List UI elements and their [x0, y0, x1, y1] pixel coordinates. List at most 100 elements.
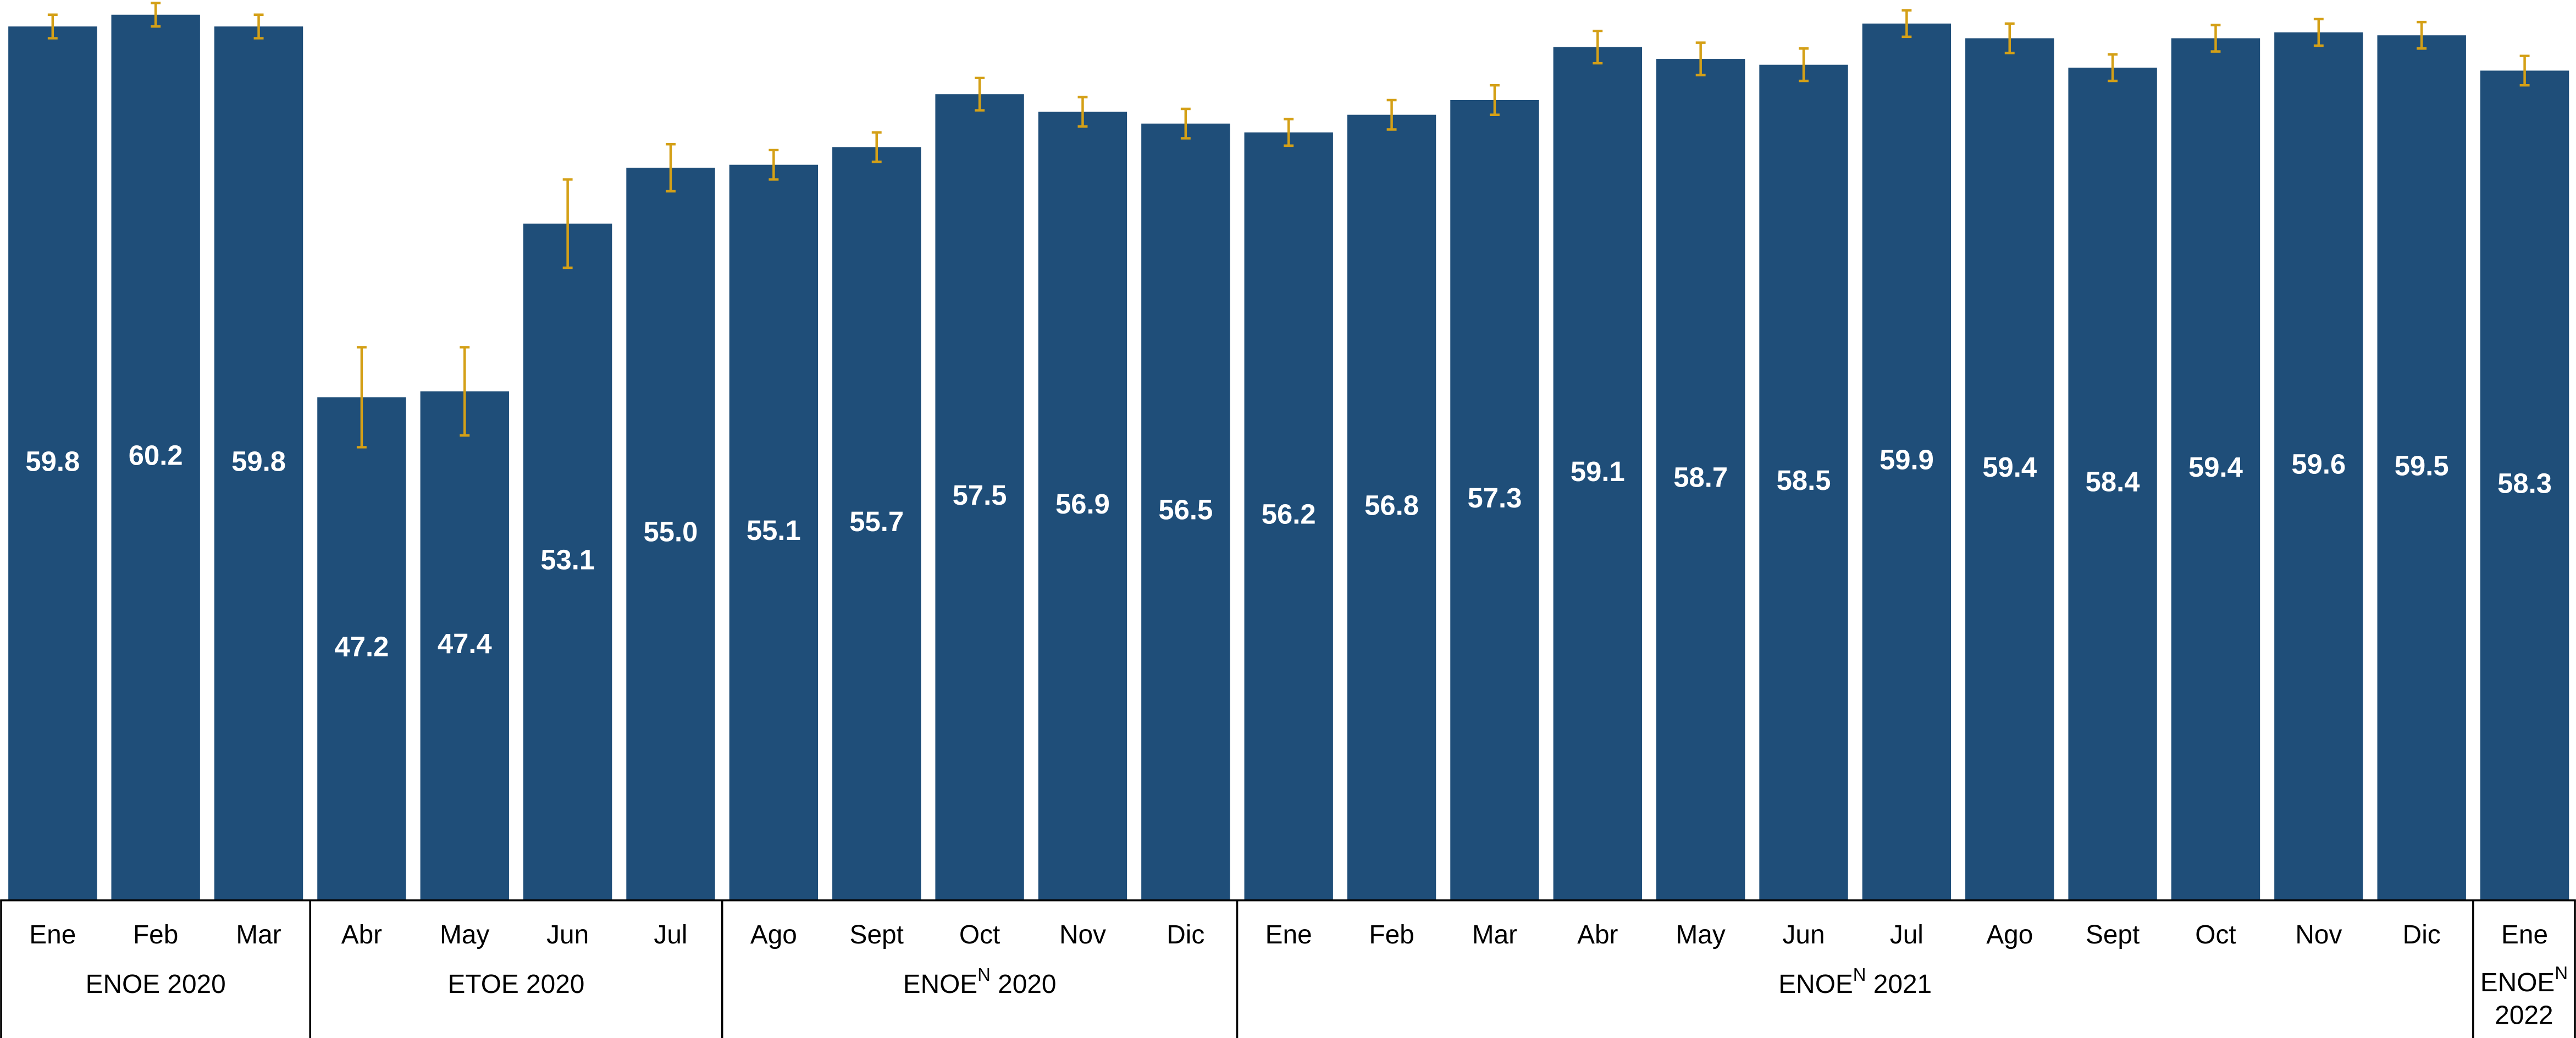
data-label: 59.9: [1880, 444, 1934, 476]
error-bar: [769, 148, 779, 181]
data-label: 59.4: [1982, 451, 2037, 483]
bar: [2171, 38, 2260, 901]
data-label: 55.1: [747, 515, 801, 546]
data-label: 55.0: [644, 516, 698, 548]
bar: [111, 14, 200, 901]
error-bar: [356, 346, 367, 449]
bar: [1965, 38, 2054, 901]
data-label: 56.5: [1158, 494, 1213, 526]
x-tick-label: Ago: [750, 920, 797, 949]
x-tick-label: Dic: [1167, 920, 1204, 949]
error-bar: [47, 13, 58, 40]
x-tick-label: Abr: [341, 920, 382, 949]
bar: [1553, 47, 1642, 901]
error-bar: [871, 131, 882, 163]
data-label: 58.4: [2086, 466, 2140, 498]
error-bar: [1593, 29, 1603, 65]
group-label: ENOEN 2021: [1778, 964, 1932, 999]
error-bar: [151, 2, 161, 28]
data-label: 56.8: [1364, 490, 1419, 521]
x-tick-label: Ene: [1265, 920, 1312, 949]
bar: [420, 391, 509, 901]
data-label: 55.7: [849, 506, 904, 537]
data-label: 58.3: [2497, 467, 2552, 499]
error-bar: [975, 76, 985, 112]
x-tick-label: Mar: [1472, 920, 1517, 949]
data-label: 56.9: [1055, 488, 1110, 520]
x-tick-label: Jun: [1782, 920, 1825, 949]
group-name: ETOE 2020: [448, 970, 585, 999]
data-label: 59.4: [2188, 451, 2243, 483]
data-label: 58.7: [1673, 462, 1728, 493]
bar: [729, 164, 819, 901]
x-tick-label: Jul: [1890, 920, 1923, 949]
bar: [523, 223, 612, 901]
bar: [317, 397, 406, 901]
x-tick-label: Ene: [29, 920, 76, 949]
x-tick-label: Oct: [959, 920, 1000, 949]
x-tick-label: Abr: [1577, 920, 1618, 949]
bar: [626, 168, 715, 901]
x-tick-label: Jul: [654, 920, 687, 949]
x-tick-label: Jun: [546, 920, 589, 949]
x-tick-label: May: [440, 920, 489, 949]
x-tick-label: Sept: [2086, 920, 2140, 949]
bar: [8, 26, 97, 901]
group-suffix: 2022: [2495, 1001, 2553, 1030]
bar: [1038, 112, 1127, 901]
group-sup: N: [2555, 963, 2568, 983]
error-bar: [1901, 9, 1912, 38]
bar: [1244, 132, 1333, 901]
data-label: 59.1: [1571, 456, 1625, 487]
data-label: 57.5: [953, 479, 1007, 511]
group-name: ENOE 2020: [86, 970, 226, 999]
error-bar: [253, 13, 264, 40]
bar: [2068, 68, 2157, 901]
x-tick-label: May: [1676, 920, 1726, 949]
x-tick-label: Nov: [1059, 920, 1106, 949]
group-label: ETOE 2020: [448, 970, 585, 999]
x-tick-label: Oct: [2195, 920, 2236, 949]
group-suffix: 2021: [1866, 970, 1932, 999]
bar: [1141, 123, 1230, 901]
data-label: 56.2: [1262, 499, 1316, 530]
error-bar: [1077, 96, 1088, 128]
group-label: ENOEN 2020: [903, 964, 1057, 999]
data-label: 60.2: [129, 440, 183, 471]
error-bar: [2210, 24, 2221, 53]
bar: [1862, 23, 1952, 901]
x-tick-label: Dic: [2403, 920, 2441, 949]
bar: [2480, 70, 2569, 901]
x-tick-label: Nov: [2295, 920, 2342, 949]
group-name: ENOE: [903, 970, 977, 999]
bar: [1347, 114, 1436, 901]
bar: [935, 94, 1024, 901]
bar: [2274, 32, 2363, 901]
error-bar: [2004, 22, 2015, 54]
group-name: ENOE: [2480, 968, 2555, 997]
group-name: ENOE: [1778, 970, 1853, 999]
data-label: 57.3: [1467, 482, 1522, 514]
group-label: ENOEN 2022: [2480, 963, 2568, 1030]
data-label: 59.8: [231, 445, 286, 477]
bar: [1450, 100, 1539, 901]
error-bar: [1799, 47, 1809, 82]
data-label: 47.4: [438, 628, 492, 659]
data-label: 47.2: [334, 631, 389, 662]
error-bar: [1284, 118, 1294, 147]
x-tick-label: Feb: [133, 920, 178, 949]
bar: [832, 147, 921, 901]
data-label: 53.1: [540, 544, 595, 576]
x-tick-label: Mar: [236, 920, 281, 949]
bar: [1656, 59, 1745, 901]
error-bar: [1695, 41, 1706, 76]
error-bar: [1489, 84, 1500, 116]
data-label: 58.5: [1777, 465, 1831, 496]
x-tick-label: Ago: [1986, 920, 2033, 949]
error-bar: [460, 346, 470, 437]
group-label: ENOE 2020: [86, 970, 226, 999]
x-tick-label: Ene: [2501, 920, 2548, 949]
error-bar: [2313, 18, 2324, 47]
